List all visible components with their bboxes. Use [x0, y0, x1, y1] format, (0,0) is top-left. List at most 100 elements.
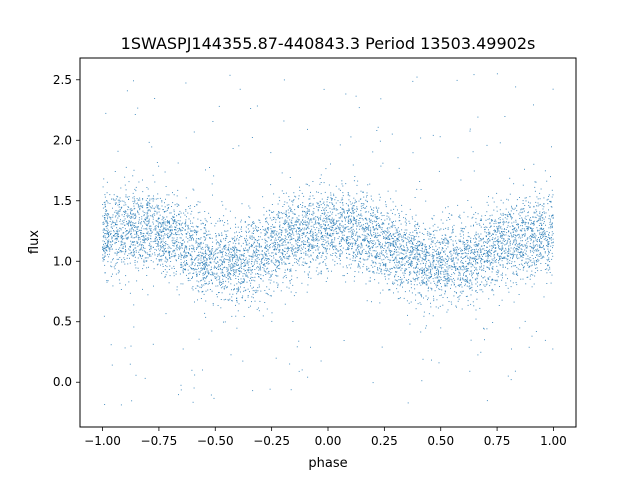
- data-point: [381, 259, 383, 261]
- data-point: [158, 222, 160, 224]
- data-point: [432, 263, 434, 265]
- data-point: [102, 236, 104, 237]
- data-point: [436, 250, 437, 252]
- data-point: [493, 225, 495, 227]
- data-point: [531, 335, 533, 337]
- data-point: [415, 235, 417, 237]
- data-point: [238, 273, 240, 275]
- data-point: [475, 268, 477, 270]
- data-point: [308, 249, 310, 251]
- data-point: [174, 240, 176, 242]
- data-point: [510, 247, 512, 249]
- data-point: [310, 277, 312, 279]
- data-point: [216, 267, 217, 269]
- data-point: [494, 219, 496, 221]
- data-point: [345, 249, 347, 251]
- data-point: [271, 273, 273, 275]
- data-point: [464, 283, 466, 285]
- data-point: [452, 245, 454, 247]
- data-point: [206, 234, 208, 236]
- data-point: [253, 251, 255, 253]
- data-point: [537, 245, 539, 247]
- data-point: [402, 259, 404, 261]
- data-point: [325, 221, 327, 223]
- data-point: [123, 261, 125, 263]
- data-point: [533, 104, 534, 106]
- data-point: [313, 223, 315, 225]
- data-point: [224, 321, 226, 323]
- data-point: [271, 295, 272, 297]
- data-point: [375, 234, 377, 236]
- data-point: [401, 280, 402, 282]
- data-point: [146, 203, 148, 205]
- data-point: [410, 266, 412, 268]
- data-point: [310, 232, 312, 234]
- data-point: [474, 235, 476, 237]
- data-point: [288, 258, 290, 260]
- data-point: [174, 220, 176, 222]
- data-point: [500, 248, 502, 250]
- data-point: [540, 270, 542, 271]
- data-point: [193, 269, 195, 271]
- data-point: [122, 244, 124, 246]
- data-point: [305, 244, 307, 245]
- data-point: [246, 243, 248, 245]
- data-point: [408, 234, 410, 236]
- data-point: [293, 199, 295, 201]
- data-point: [552, 247, 553, 249]
- data-point: [140, 244, 142, 246]
- data-point: [487, 256, 489, 258]
- data-point: [220, 268, 222, 270]
- data-point: [524, 320, 526, 322]
- data-point: [121, 240, 123, 242]
- data-point: [548, 259, 550, 260]
- data-point: [394, 248, 395, 250]
- data-point: [102, 222, 104, 224]
- data-point: [140, 232, 142, 234]
- data-point: [108, 249, 110, 251]
- data-point: [219, 280, 221, 282]
- data-point: [384, 255, 385, 257]
- data-point: [335, 245, 337, 247]
- data-point: [446, 279, 448, 281]
- data-point: [203, 263, 205, 265]
- data-point: [356, 244, 358, 246]
- data-point: [535, 201, 537, 203]
- data-point: [447, 243, 449, 245]
- data-point: [288, 223, 290, 225]
- data-point: [162, 228, 164, 230]
- data-point: [251, 261, 253, 263]
- data-point: [500, 199, 502, 201]
- data-point: [161, 219, 163, 221]
- data-point: [477, 245, 479, 247]
- data-point: [386, 215, 388, 217]
- data-point: [453, 263, 455, 265]
- data-point: [520, 208, 522, 210]
- data-point: [377, 246, 379, 248]
- data-point: [458, 216, 460, 218]
- data-point: [290, 229, 292, 231]
- data-point: [225, 246, 227, 248]
- data-point: [485, 255, 487, 257]
- data-point: [476, 245, 478, 247]
- data-point: [432, 252, 434, 253]
- data-point: [507, 287, 509, 289]
- data-point: [511, 218, 512, 220]
- data-point: [135, 203, 137, 205]
- data-point: [221, 234, 223, 236]
- data-point: [244, 221, 246, 223]
- data-point: [285, 244, 287, 246]
- data-point: [279, 218, 280, 219]
- data-point: [483, 261, 485, 263]
- data-point: [475, 257, 477, 259]
- data-point: [195, 242, 197, 244]
- data-point: [104, 217, 106, 219]
- data-point: [147, 210, 149, 212]
- data-point: [355, 223, 357, 225]
- data-point: [205, 169, 206, 171]
- data-point: [486, 144, 488, 146]
- data-point: [356, 208, 358, 210]
- data-point: [422, 244, 424, 246]
- data-point: [269, 295, 271, 297]
- data-point: [191, 263, 193, 265]
